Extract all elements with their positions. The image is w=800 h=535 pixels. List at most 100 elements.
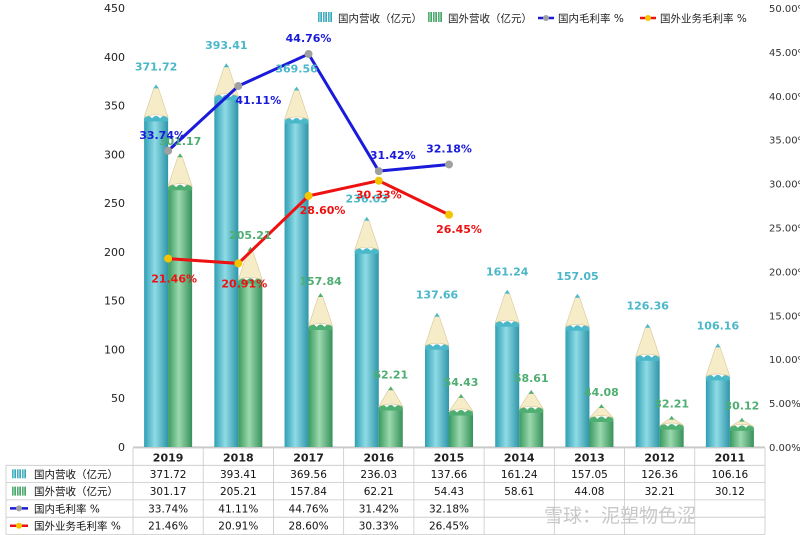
line-data-label: 32.18%	[426, 142, 472, 155]
bar-cap	[144, 115, 169, 122]
bar-cap	[659, 424, 684, 430]
y-right-tick-label: 15.00%	[769, 311, 800, 322]
bar-foreign-2017	[308, 293, 334, 447]
bar-tip-wood	[237, 249, 263, 281]
bar-domestic-2017	[284, 86, 310, 447]
y-left-tick-label: 0	[118, 441, 125, 454]
bar-foreign-2011	[729, 417, 755, 447]
x-tick-label: 2012	[644, 451, 675, 464]
bar-tip-wood	[589, 406, 614, 419]
bar-tip-wood	[167, 155, 193, 187]
table-legend-key-marker	[16, 522, 22, 529]
legend-label: 国外营收（亿元）	[448, 12, 532, 25]
line-point	[164, 254, 173, 263]
table-cell: 161.24	[501, 469, 538, 481]
line-data-label: 41.11%	[235, 94, 281, 107]
legend-swatch	[318, 12, 332, 22]
bar-tip-wood	[564, 296, 590, 328]
y-right-tick-label: 25.00%	[769, 224, 800, 235]
bar-body	[589, 419, 614, 447]
bar-tip-lead	[153, 84, 159, 89]
table-legend-key-marker	[16, 505, 22, 512]
bar-body	[238, 280, 263, 447]
bar-tip-wood	[635, 326, 661, 358]
bar-data-label: 369.56	[275, 62, 318, 75]
bar-cap	[589, 416, 614, 423]
y-right-tick-label: 10.00%	[769, 355, 800, 366]
bar-tip-lead	[223, 63, 229, 68]
bar-cap	[565, 325, 590, 331]
bar-body	[144, 118, 169, 447]
axes: 0 50 100 150 200 250 300 350 400 450 0.00% 5.00% 10.…	[104, 2, 800, 454]
bar-tip-lead	[739, 417, 745, 422]
bar-body	[308, 327, 333, 447]
bar-body	[519, 409, 544, 447]
bar-tip-lead	[318, 293, 324, 298]
bar-tip-wood	[378, 389, 404, 408]
table-cell: 30.33%	[359, 521, 399, 533]
table-cell: 369.56	[290, 469, 327, 481]
bar-tip-lead	[504, 289, 510, 294]
line-point	[304, 191, 313, 200]
line-point	[234, 82, 243, 91]
bar-body	[565, 327, 590, 447]
bar-tip-wood	[494, 292, 520, 324]
line-point	[374, 176, 383, 185]
bar-data-label: 58.61	[514, 372, 549, 385]
bar-tip-lead	[574, 293, 580, 298]
table-cell: 58.61	[504, 486, 534, 498]
bar-cap	[449, 409, 473, 416]
y-right-tick-label: 30.00%	[769, 180, 800, 191]
bar-domestic-2015	[424, 312, 450, 447]
bar-body	[495, 323, 520, 447]
bar-tip-wood	[308, 295, 334, 327]
bar-foreign-2016	[378, 386, 404, 447]
x-tick-label: 2013	[574, 451, 605, 464]
table-row-header: 国外营收（亿元）	[34, 485, 118, 498]
bar-foreign-2014	[518, 389, 544, 447]
table-cell: 236.03	[360, 469, 397, 481]
x-tick-label: 2011	[715, 451, 746, 464]
bar-tip-wood	[213, 65, 239, 97]
bar-tip-wood	[143, 87, 169, 118]
bar-tip-wood	[284, 89, 310, 121]
table-cell: 32.18%	[429, 503, 469, 515]
legend-swatch-bar	[433, 12, 437, 22]
bar-data-label: 126.36	[626, 300, 669, 313]
line-data-label: 33.74%	[139, 129, 185, 142]
bar-body	[284, 120, 309, 447]
bar-tip-lead	[645, 323, 651, 328]
bar-domestic-2011	[705, 343, 731, 447]
legend: 国内营收（亿元） 国外营收（亿元） 国内毛利率 % 国外业务毛利率 %	[318, 12, 747, 25]
bar-tip-wood	[448, 396, 474, 413]
bar-cap	[705, 374, 730, 381]
legend-label: 国内毛利率 %	[558, 12, 624, 25]
table-cell: 301.17	[150, 486, 187, 498]
table-legend-key	[22, 469, 26, 479]
table-cell: 26.45%	[429, 521, 469, 533]
bar-tip-lead	[715, 343, 721, 348]
y-left-tick-label: 450	[104, 2, 125, 15]
line-point	[445, 210, 453, 219]
bar-data-label: 371.72	[135, 60, 177, 73]
bar-foreign-2012	[659, 415, 684, 447]
bar-cap	[284, 117, 309, 124]
bar-cap	[425, 344, 449, 350]
bar-data-label: 393.41	[205, 39, 247, 52]
bar-cap	[729, 425, 754, 431]
x-tick-label: 2014	[504, 451, 535, 464]
bar-cap	[308, 324, 333, 331]
bar-foreign-2018	[237, 246, 263, 447]
table-legend-key	[17, 486, 21, 496]
table-cell: 62.21	[364, 486, 394, 498]
y-left-tick-label: 400	[104, 51, 125, 64]
table-cell: 393.41	[220, 469, 257, 481]
line-data-label: 28.60%	[300, 204, 346, 217]
bar-tip-wood	[705, 346, 731, 377]
table-cell: 137.66	[431, 469, 468, 481]
y-right-tick-label: 0.00%	[769, 443, 800, 454]
table-row-header: 国内毛利率 %	[34, 502, 100, 515]
table-legend-key	[17, 469, 21, 479]
bar-cap	[635, 355, 660, 361]
